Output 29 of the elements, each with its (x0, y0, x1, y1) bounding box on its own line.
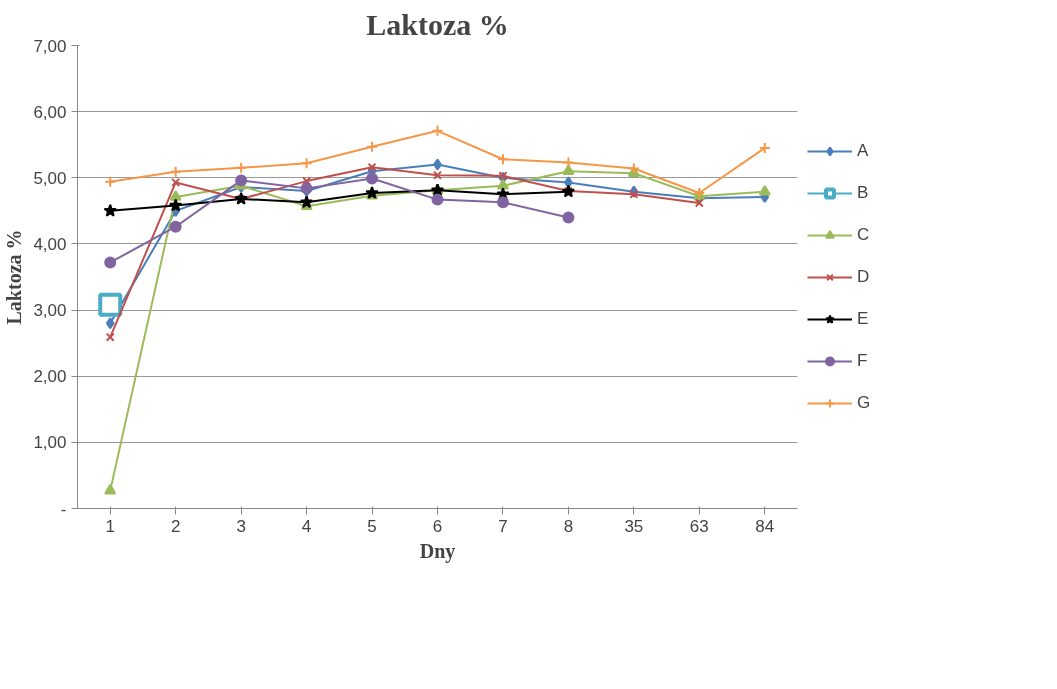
x-tick-label: 8 (563, 516, 574, 536)
legend-label: D (857, 266, 871, 287)
chart-title: Laktoza % (366, 7, 509, 41)
x-tick-label: 2 (170, 516, 181, 536)
y-tick-label: 3,00 (33, 301, 67, 321)
x-tick-label: 35 (624, 516, 644, 536)
y-tick-label: 5,00 (33, 168, 67, 188)
x-tick-label: 4 (301, 516, 312, 536)
x-tick-label: 63 (689, 516, 709, 536)
legend-label: G (857, 392, 872, 413)
y-tick-label: - (60, 499, 67, 519)
x-axis-title: Dny (419, 539, 456, 563)
legend-label: A (857, 140, 870, 161)
x-tick-label: 7 (498, 516, 508, 536)
y-tick-label: 4,00 (33, 234, 67, 254)
x-tick-label: 6 (432, 516, 443, 536)
legend-label: E (857, 308, 870, 329)
legend-label: F (857, 350, 869, 371)
legend-label: C (857, 224, 871, 245)
y-tick-label: 1,00 (33, 433, 67, 453)
x-tick-label: 5 (367, 516, 377, 536)
y-tick-label: 6,00 (33, 102, 67, 122)
x-tick-label: 84 (755, 516, 775, 536)
y-tick-label: 2,00 (33, 367, 67, 387)
y-axis-title: Laktoza % (3, 229, 26, 325)
x-tick-label: 1 (105, 516, 115, 536)
y-tick-label: 7,00 (33, 36, 67, 56)
legend-label: B (857, 182, 870, 203)
x-tick-label: 3 (236, 516, 246, 536)
